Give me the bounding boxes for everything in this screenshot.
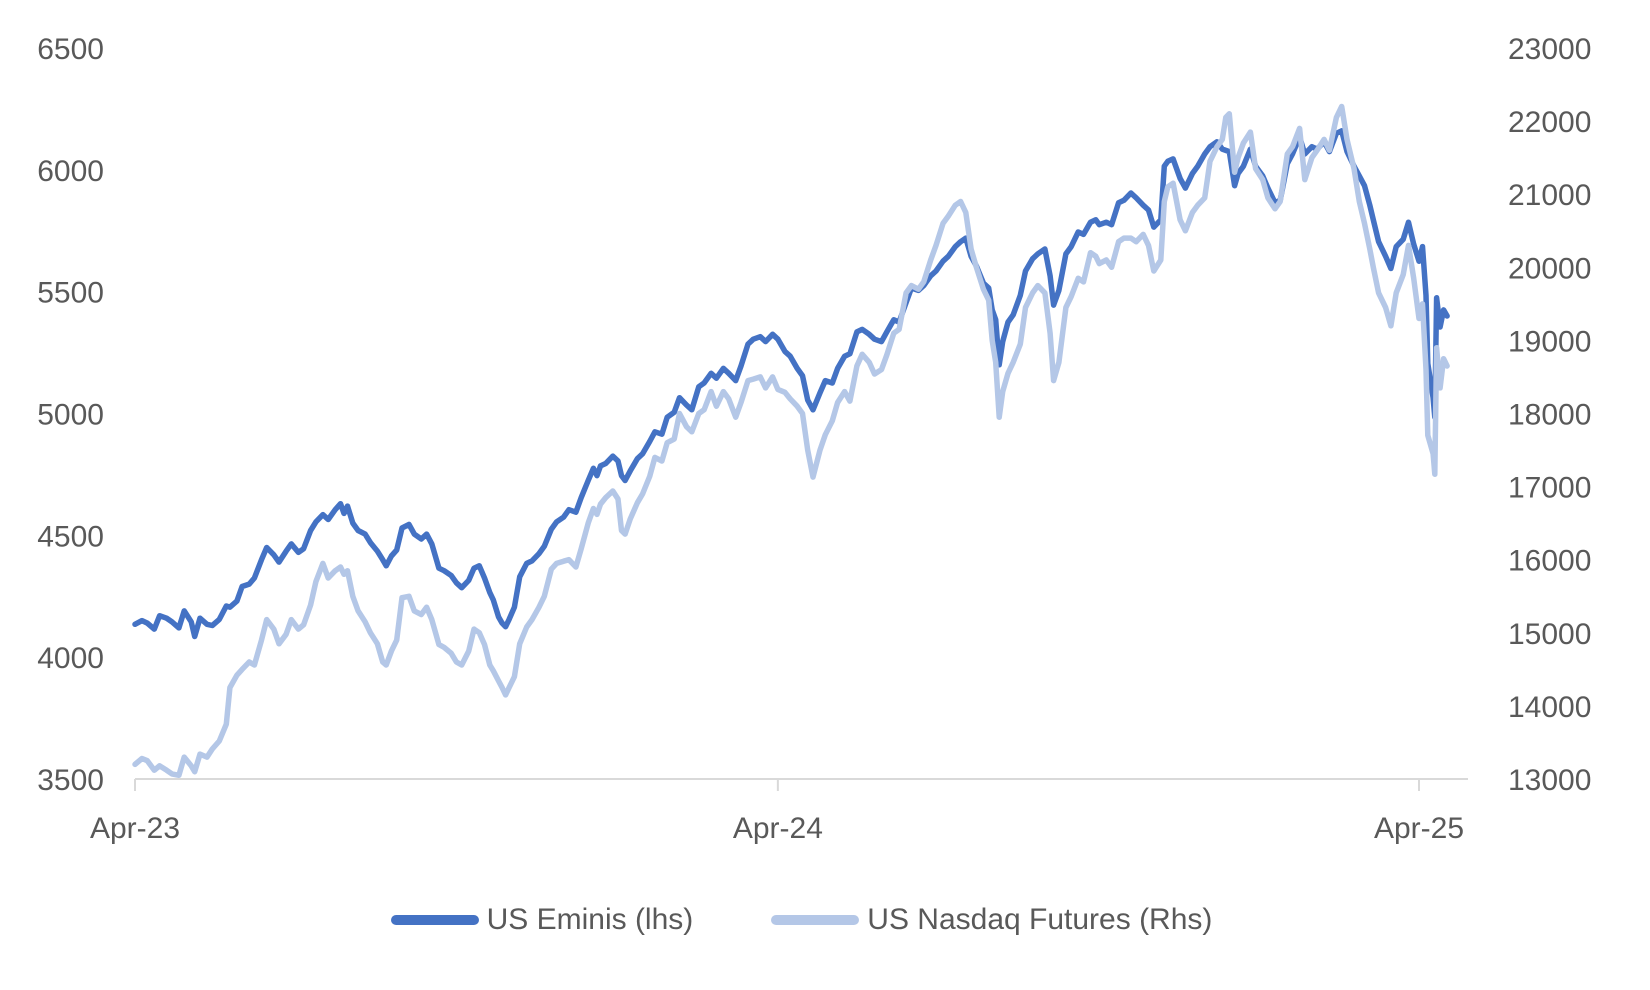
legend-label-us-eminis: US Eminis (lhs): [486, 903, 694, 936]
y-right-tick-label: 13000: [1508, 764, 1591, 797]
legend-marker-us-eminis: [390, 915, 479, 925]
legend-label-us-nasdaq-futures: US Nasdaq Futures (Rhs): [867, 903, 1213, 936]
x-axis-tick-label: Apr-25: [1374, 812, 1464, 845]
y-left-tick-label: 3500: [37, 764, 104, 797]
x-axis-tick-label: Apr-24: [733, 812, 823, 845]
y-left-tick-label: 4500: [37, 520, 104, 553]
y-right-tick-label: 14000: [1508, 691, 1591, 724]
y-right-tick-label: 18000: [1508, 399, 1591, 432]
y-left-tick-label: 5500: [37, 277, 104, 310]
series-line-us-nasdaq-futures: [132, 103, 1450, 779]
legend-item-us-eminis: US Eminis (lhs): [390, 903, 694, 937]
series-line-us-eminis: [132, 128, 1450, 640]
y-right-tick-label: 19000: [1508, 325, 1591, 358]
y-right-tick-label: 22000: [1508, 106, 1591, 139]
y-left-tick-label: 4000: [37, 642, 104, 675]
y-right-tick-label: 16000: [1508, 545, 1591, 578]
chart-legend: US Eminis (lhs) US Nasdaq Futures (Rhs): [135, 903, 1468, 937]
y-left-tick-label: 5000: [37, 399, 104, 432]
y-right-tick-label: 20000: [1508, 252, 1591, 285]
y-right-tick-label: 15000: [1508, 618, 1591, 651]
y-left-tick-label: 6000: [37, 155, 104, 188]
y-right-tick-label: 17000: [1508, 472, 1591, 505]
x-axis-tick-label: Apr-23: [90, 812, 180, 845]
y-right-tick-label: 23000: [1508, 33, 1591, 66]
y-right-tick-label: 21000: [1508, 179, 1591, 212]
legend-marker-us-nasdaq-futures: [771, 915, 860, 925]
legend-item-us-nasdaq-futures: US Nasdaq Futures (Rhs): [771, 903, 1212, 937]
y-left-tick-label: 6500: [37, 33, 104, 66]
